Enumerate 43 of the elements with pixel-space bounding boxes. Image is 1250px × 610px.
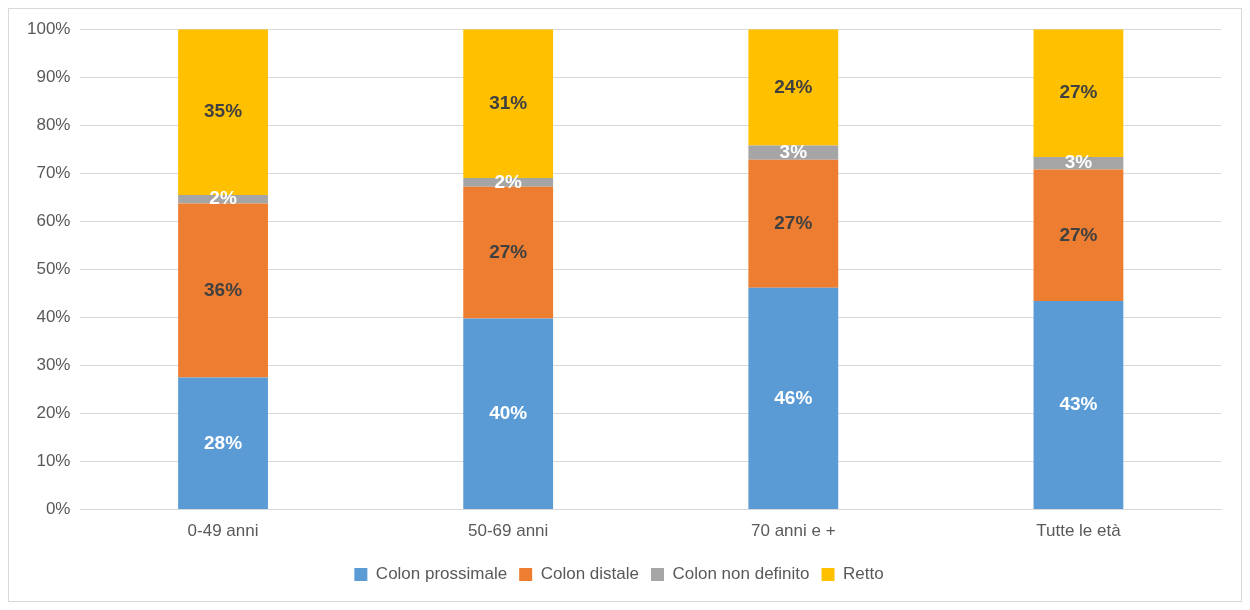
legend-label: Colon prossimale: [375, 564, 508, 584]
x-tick-label: Tutte le età: [1036, 521, 1122, 541]
bar: [178, 203, 268, 378]
y-tick-label: 100%: [27, 18, 71, 38]
bar: [1033, 169, 1124, 302]
y-tick-label: 10%: [36, 451, 71, 471]
y-tick-label: 60%: [36, 211, 71, 231]
data-label: 27%: [774, 212, 813, 233]
legend-label: Colon non definito: [672, 564, 810, 584]
y-tick-label: 80%: [36, 114, 71, 134]
legend-label: Colon distale: [540, 564, 639, 584]
bar: [463, 186, 554, 319]
bar: [178, 377, 268, 510]
x-tick-label: 0-49 anni: [187, 521, 259, 541]
y-tick-label: 0%: [45, 499, 71, 519]
bar: [463, 318, 554, 510]
data-label: 31%: [489, 91, 528, 113]
x-tick-label: 70 anni e +: [751, 521, 836, 541]
bar: [748, 29, 839, 146]
data-label: 46%: [774, 386, 813, 408]
data-label: 27%: [1059, 81, 1098, 103]
bar: [748, 287, 839, 510]
data-label: 3%: [779, 140, 808, 162]
y-tick-label: 30%: [36, 355, 71, 375]
data-label: 35%: [204, 100, 243, 122]
data-label: 24%: [774, 75, 813, 97]
data-label: 43%: [1059, 393, 1098, 415]
data-label: 27%: [1059, 223, 1098, 245]
data-label: 27%: [489, 240, 528, 262]
legend-label: Retto: [843, 564, 884, 584]
data-label: 36%: [204, 278, 243, 300]
y-tick-label: 70%: [36, 163, 71, 183]
bar: [1033, 29, 1124, 157]
bar: [748, 159, 839, 288]
y-tick-label: 90%: [36, 66, 71, 86]
y-tick-label: 40%: [36, 307, 71, 327]
data-label: 40%: [489, 401, 528, 423]
y-tick-label: 50%: [36, 259, 71, 279]
data-label: 28%: [204, 431, 243, 453]
y-tick-label: 20%: [36, 403, 71, 423]
x-tick-label: 50-69 anni: [468, 521, 549, 541]
data-label: 3%: [1064, 151, 1093, 173]
bar: [1033, 301, 1124, 510]
